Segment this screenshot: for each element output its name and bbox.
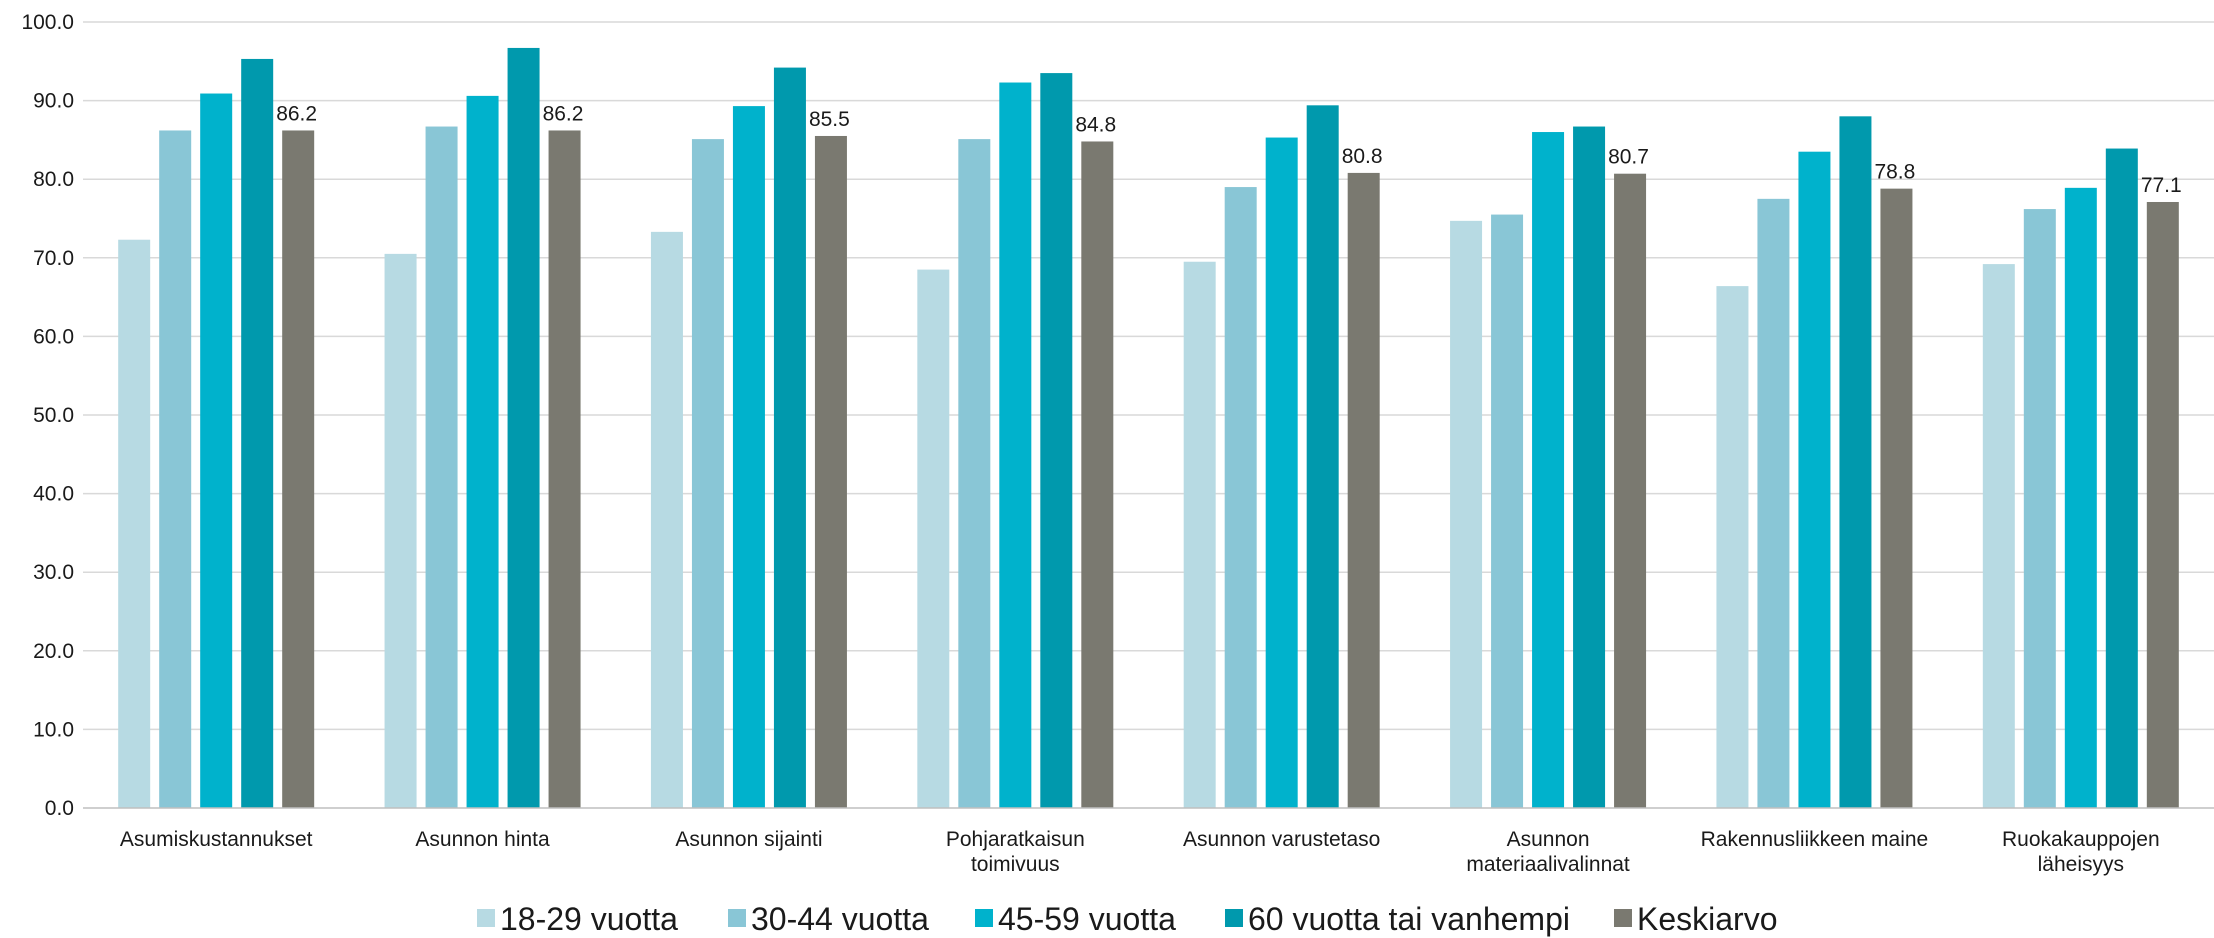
category-label: Asunnon hinta [415, 828, 550, 851]
bar-18-29-vuotta [917, 269, 950, 809]
y-tick-label: 0.0 [45, 797, 74, 820]
bar-60-vuotta-tai-vanhempi [507, 47, 540, 809]
bar-18-29-vuotta [1183, 261, 1216, 809]
bar-keskiarvo [1081, 141, 1114, 809]
category-label: Asunnon varustetaso [1183, 828, 1380, 851]
bar-30-44-vuotta [2023, 209, 2056, 808]
data-labels: 86.2 86.2 85.5 84.8 80.8 80.7 78.8 77.1 [276, 102, 2182, 197]
legend-swatch [728, 909, 746, 927]
category-label: Pohjaratkaisun [946, 828, 1085, 851]
bar-45-59-vuotta [200, 93, 233, 808]
legend-label: 30-44 vuotta [751, 901, 929, 937]
category-label: läheisyys [2038, 853, 2124, 876]
bar-60-vuotta-tai-vanhempi [1040, 73, 1073, 809]
data-label: 86.2 [543, 102, 584, 125]
bar-18-29-vuotta [1716, 286, 1749, 808]
bar-45-59-vuotta [999, 82, 1032, 809]
legend-label: 45-59 vuotta [998, 901, 1176, 937]
bar-18-29-vuotta [1982, 264, 2015, 808]
bar-45-59-vuotta [732, 106, 765, 809]
bar-30-44-vuotta [1224, 187, 1257, 808]
bar-60-vuotta-tai-vanhempi [1573, 126, 1606, 808]
data-label: 84.8 [1075, 113, 1116, 136]
category-label: Rakennusliikkeen maine [1701, 828, 1929, 851]
bar-keskiarvo [2146, 201, 2179, 808]
legend-label: 60 vuotta tai vanhempi [1248, 901, 1570, 937]
bar-30-44-vuotta [1491, 214, 1524, 808]
bar-30-44-vuotta [958, 139, 991, 808]
category-label: Ruokakauppojen [2002, 828, 2160, 851]
data-label: 78.8 [1874, 161, 1915, 184]
bars [118, 47, 2179, 809]
y-tick-label: 20.0 [33, 640, 74, 663]
legend-label: Keskiarvo [1637, 901, 1778, 937]
bar-45-59-vuotta [2064, 187, 2097, 808]
bar-60-vuotta-tai-vanhempi [773, 67, 806, 808]
category-label: Asumiskustannukset [120, 828, 313, 851]
bar-30-44-vuotta [425, 126, 458, 808]
bar-60-vuotta-tai-vanhempi [2105, 148, 2138, 808]
bar-keskiarvo [1880, 188, 1913, 808]
category-label: toimivuus [971, 853, 1060, 876]
y-tick-label: 30.0 [33, 561, 74, 584]
bar-60-vuotta-tai-vanhempi [1306, 105, 1339, 809]
y-tick-label: 100.0 [21, 11, 74, 34]
data-label: 80.8 [1342, 145, 1383, 168]
bar-keskiarvo [282, 130, 315, 808]
legend-swatch [975, 909, 993, 927]
y-tick-label: 60.0 [33, 325, 74, 348]
category-label: Asunnon sijainti [675, 828, 822, 851]
y-tick-label: 40.0 [33, 483, 74, 506]
bar-45-59-vuotta [1532, 132, 1565, 809]
legend-swatch [1614, 909, 1632, 927]
y-tick-label: 10.0 [33, 718, 74, 741]
legend-label: 18-29 vuotta [500, 901, 678, 937]
legend-swatch [477, 909, 495, 927]
y-tick-label: 80.0 [33, 168, 74, 191]
bar-30-44-vuotta [159, 130, 192, 808]
bar-30-44-vuotta [691, 139, 724, 808]
legend: 18-29 vuotta 30-44 vuotta 45-59 vuotta 60 v… [477, 901, 1778, 937]
bar-60-vuotta-tai-vanhempi [241, 58, 274, 808]
category-label: materiaalivalinnat [1466, 853, 1630, 876]
data-label: 85.5 [809, 108, 850, 131]
y-tick-label: 50.0 [33, 404, 74, 427]
bar-18-29-vuotta [1450, 220, 1483, 808]
data-label: 77.1 [2141, 174, 2182, 197]
category-label: Asunnon [1507, 828, 1590, 851]
bar-18-29-vuotta [118, 239, 151, 809]
bar-18-29-vuotta [384, 253, 417, 808]
bar-30-44-vuotta [1757, 198, 1790, 809]
y-axis-ticks: 0.0 10.0 20.0 30.0 40.0 50.0 60.0 70.0 80.0 90.0 1… [21, 11, 74, 820]
legend-swatch [1225, 909, 1243, 927]
y-tick-label: 90.0 [33, 90, 74, 113]
bar-60-vuotta-tai-vanhempi [1839, 116, 1872, 808]
bar-keskiarvo [814, 135, 847, 809]
data-label: 80.7 [1608, 146, 1649, 169]
bar-45-59-vuotta [1798, 151, 1831, 808]
y-tick-label: 70.0 [33, 247, 74, 270]
bar-18-29-vuotta [650, 231, 683, 808]
bar-keskiarvo [548, 130, 581, 808]
bar-45-59-vuotta [466, 95, 499, 808]
bar-keskiarvo [1347, 172, 1380, 809]
data-label: 86.2 [276, 102, 317, 125]
bar-keskiarvo [1614, 173, 1647, 808]
bar-45-59-vuotta [1265, 137, 1298, 809]
category-labels: Asumiskustannukset Asunnon hinta Asunnon s… [120, 828, 2160, 876]
